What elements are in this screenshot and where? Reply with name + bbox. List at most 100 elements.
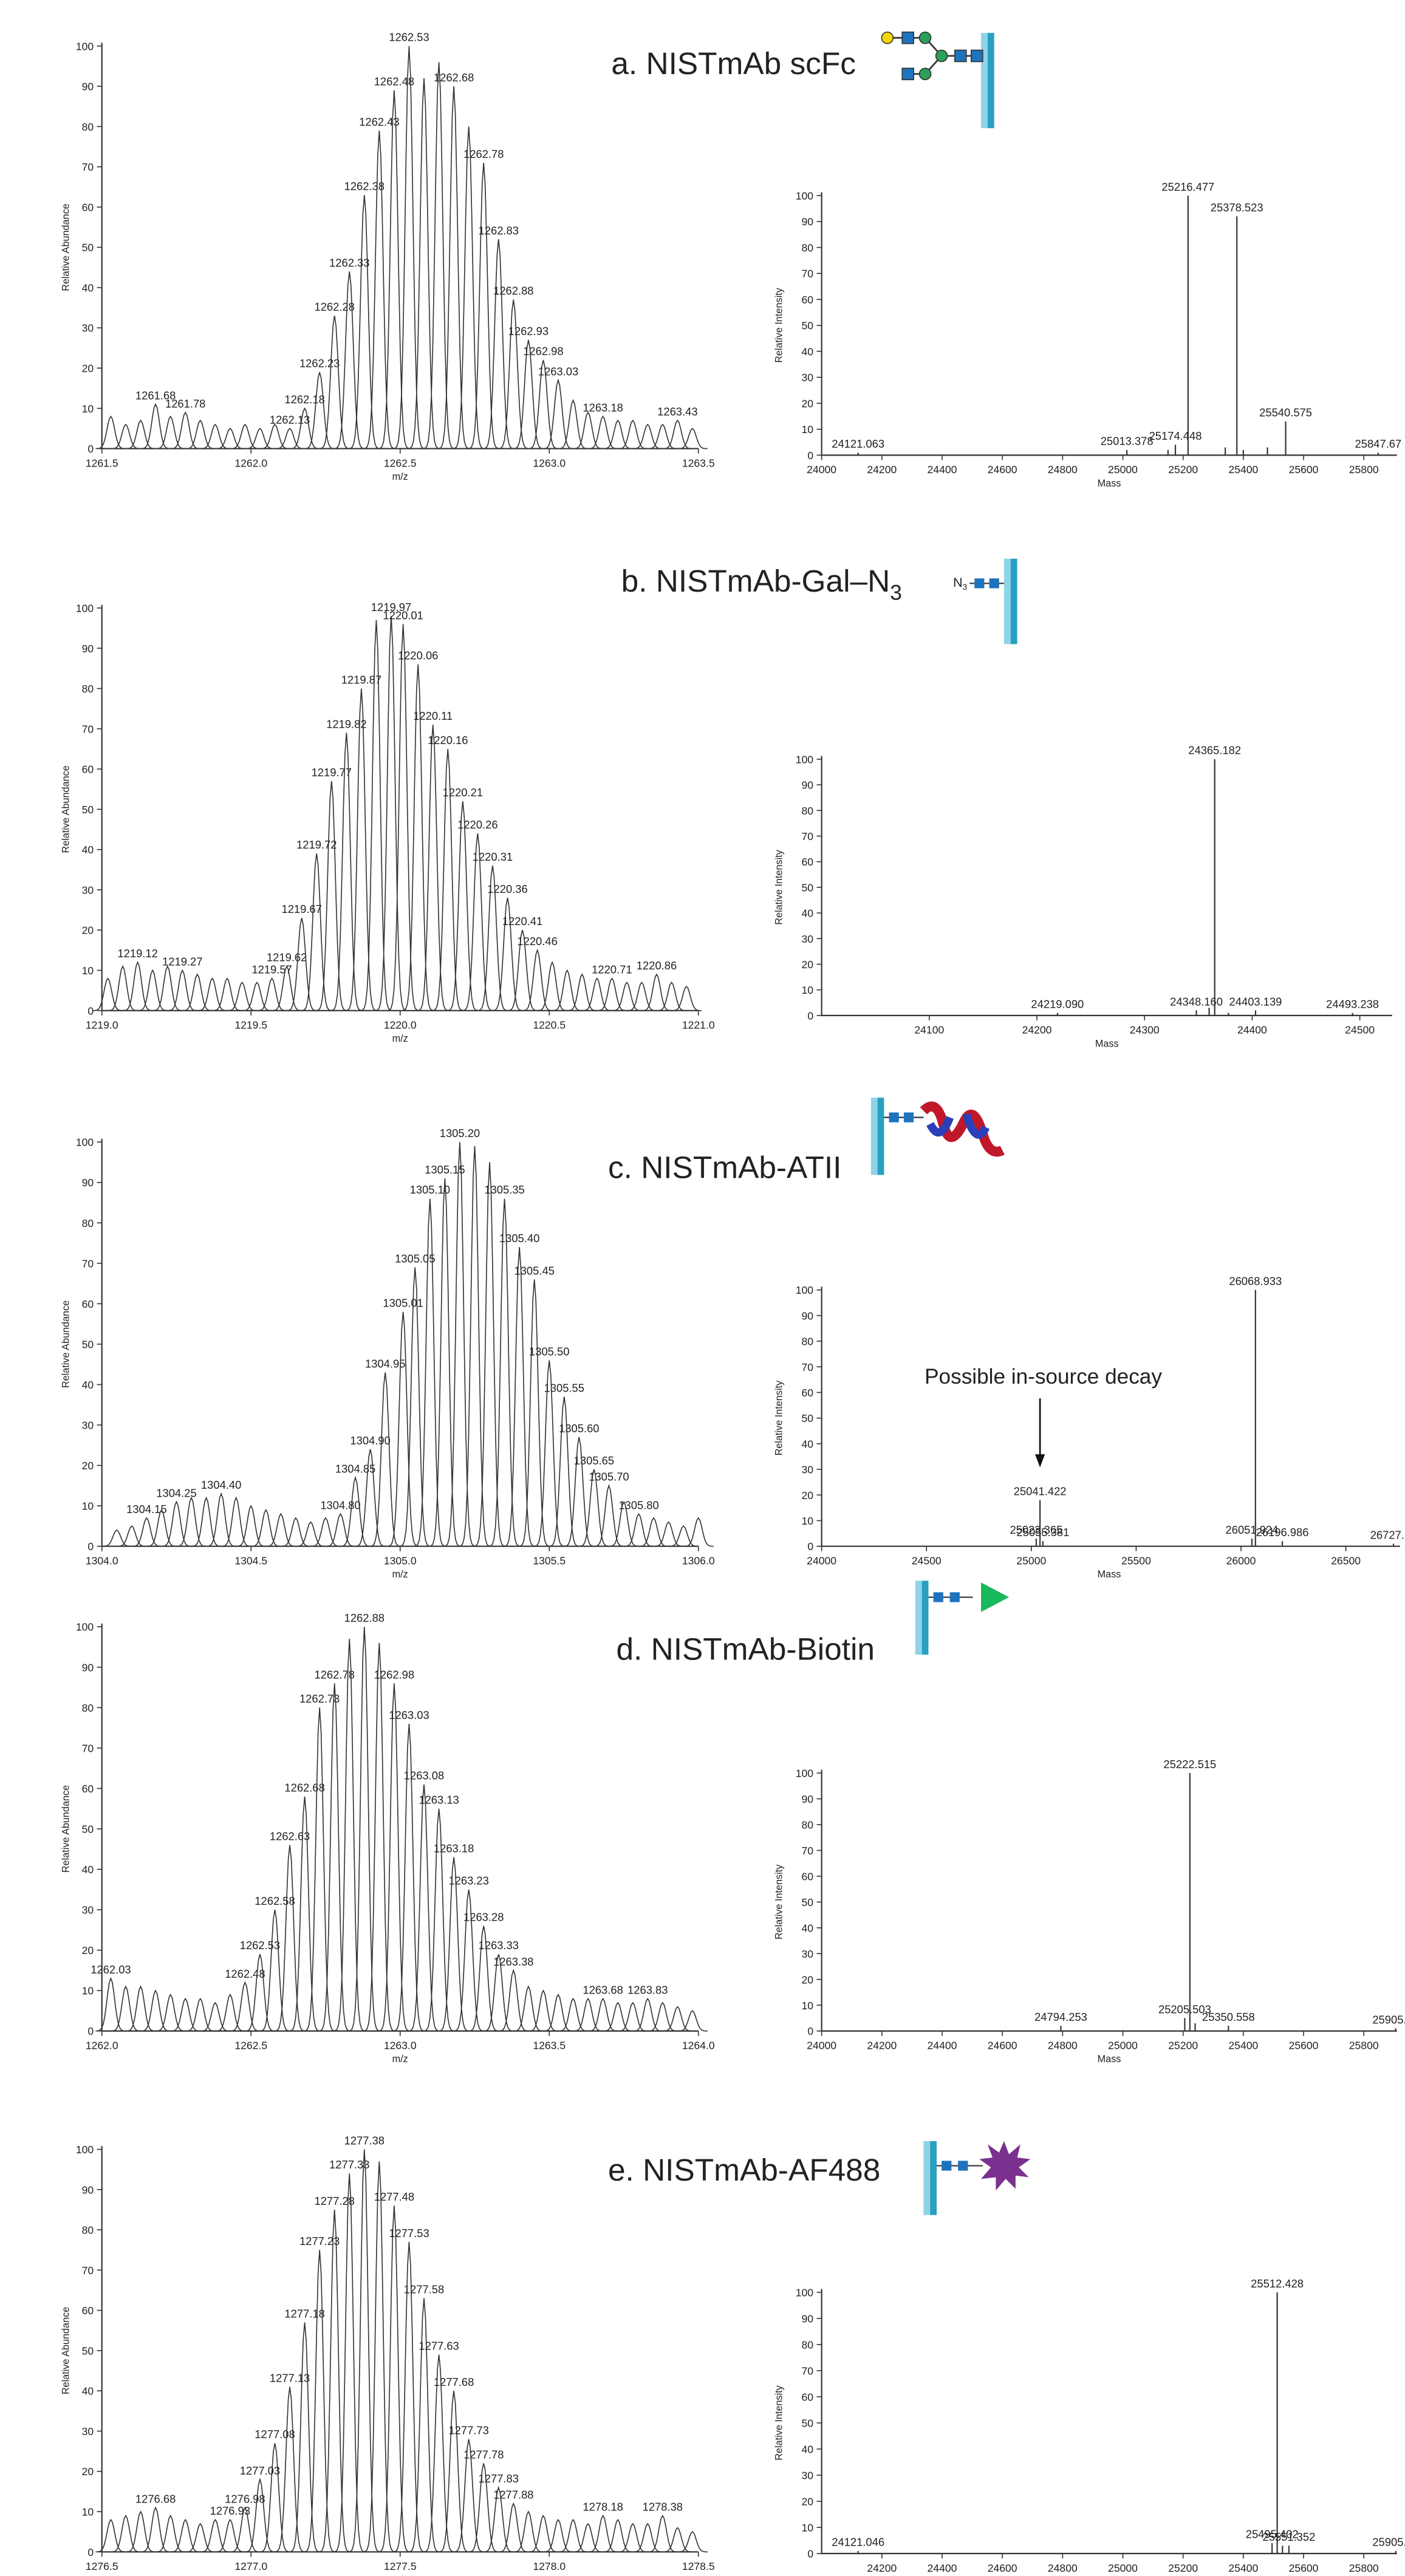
peak — [301, 853, 332, 1011]
peak — [468, 1925, 499, 2032]
peak-label: 1220.11 — [413, 709, 453, 722]
y-tick-label: 60 — [82, 2304, 94, 2317]
peak — [197, 977, 228, 1011]
peak — [513, 340, 544, 449]
peak-label: 1305.60 — [559, 1422, 599, 1435]
peak — [346, 688, 377, 1011]
peak — [617, 2523, 648, 2553]
y-tick-label: 40 — [802, 907, 814, 920]
peak — [432, 748, 463, 1011]
x-tick-label: 1220.0 — [384, 1019, 417, 1031]
peak — [558, 1997, 589, 2032]
peak — [522, 948, 553, 1011]
peak — [603, 2001, 634, 2032]
peak-label: 1219.67 — [281, 903, 321, 915]
peak — [259, 423, 290, 449]
peak-label: 1263.43 — [657, 405, 697, 418]
y-tick-label: 30 — [802, 2469, 814, 2481]
peak-label: 1263.03 — [389, 1709, 429, 1721]
peak-label: 1262.33 — [329, 256, 369, 269]
x-tick-label: 1305.0 — [384, 1554, 417, 1566]
x-tick-label: 25400 — [1228, 2562, 1258, 2574]
peak-label: 1219.62 — [267, 951, 307, 964]
peak — [611, 981, 642, 1011]
peak — [242, 981, 272, 1011]
peak — [361, 620, 392, 1011]
x-tick-label: 25200 — [1168, 2039, 1198, 2051]
x-tick-label: 1304.0 — [86, 1554, 118, 1566]
y-axis-label: Relative Abundance — [61, 203, 72, 291]
peak-label: 25495.402 — [1246, 2528, 1299, 2541]
y-tick-label: 80 — [802, 1819, 814, 1831]
y-tick-label: 80 — [82, 683, 94, 695]
peak-label: 25055.381 — [1017, 1526, 1070, 1539]
y-tick-label: 100 — [76, 2144, 94, 2156]
y-tick-label: 60 — [82, 201, 94, 213]
peak — [334, 271, 365, 449]
peak-label: 1263.23 — [448, 1874, 488, 1887]
peak — [200, 2518, 231, 2553]
x-tick-label: 1305.5 — [533, 1554, 566, 1566]
peak-label: 1277.73 — [448, 2424, 488, 2437]
peak-label: 1277.53 — [389, 2227, 429, 2239]
peak-label: 24794.253 — [1034, 2011, 1087, 2023]
peak — [185, 1997, 216, 2032]
x-tick-label: 24800 — [1048, 2039, 1078, 2051]
peak-label: 1304.95 — [365, 1357, 405, 1370]
y-tick-label: 40 — [802, 2443, 814, 2455]
y-tick-label: 30 — [802, 1464, 814, 1476]
peak-label: 1262.88 — [344, 1611, 385, 1624]
peak — [245, 1954, 275, 2032]
peak — [558, 398, 589, 449]
x-tick-label: 1277.5 — [384, 2560, 417, 2572]
peak — [155, 2514, 186, 2553]
peak — [581, 977, 612, 1011]
peak — [587, 2514, 618, 2553]
y-tick-label: 10 — [802, 2521, 814, 2533]
axis-line — [101, 1623, 699, 2032]
y-tick-label: 70 — [82, 2264, 94, 2277]
y-tick-label: 70 — [802, 268, 814, 280]
peak — [677, 2531, 708, 2553]
y-tick-label: 10 — [82, 1985, 94, 1997]
peak — [137, 969, 168, 1011]
x-axis-label: Mass — [1098, 1569, 1121, 1580]
y-tick-label: 50 — [802, 1412, 814, 1424]
x-tick-label: 25000 — [1108, 463, 1138, 476]
y-tick-label: 90 — [82, 1661, 94, 1673]
x-tick-label: 25500 — [1121, 1554, 1151, 1566]
peak — [200, 2001, 231, 2032]
peak-label: 26196.986 — [1256, 1526, 1309, 1539]
icon-biotin — [915, 1580, 1010, 1655]
y-tick-label: 90 — [82, 81, 94, 93]
peak — [394, 2241, 425, 2552]
x-axis-label: m/z — [392, 1569, 408, 1580]
peak — [245, 2477, 275, 2553]
peak — [214, 1993, 245, 2032]
peak — [483, 2485, 514, 2553]
peak — [272, 965, 303, 1011]
y-tick-label: 80 — [82, 1217, 94, 1229]
peak-label: 1220.06 — [398, 649, 438, 662]
peak — [453, 2439, 484, 2553]
peak — [439, 1857, 470, 2032]
peak — [617, 2001, 648, 2032]
peak-label: 1220.41 — [502, 915, 542, 928]
peak — [256, 977, 287, 1011]
peak — [573, 1997, 603, 2032]
peak-label: 1262.88 — [493, 284, 533, 297]
peak — [656, 981, 687, 1011]
peak — [483, 239, 514, 449]
peak-label: 1305.10 — [410, 1183, 450, 1196]
peak — [394, 1723, 425, 2032]
x-tick-label: 1264.0 — [682, 2039, 715, 2051]
peak-label: 1262.68 — [284, 1782, 324, 1794]
y-tick-label: 0 — [807, 1010, 813, 1022]
peak — [140, 403, 171, 449]
y-tick-label: 50 — [802, 319, 814, 332]
peak — [662, 2527, 693, 2553]
peak — [447, 801, 478, 1011]
peak — [564, 1437, 595, 1547]
peak — [498, 2502, 529, 2553]
